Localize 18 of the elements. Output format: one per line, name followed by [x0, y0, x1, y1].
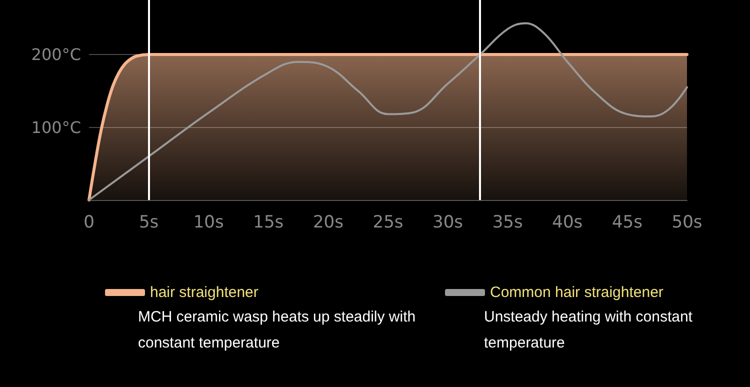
x-tick-label: 20s — [312, 212, 344, 232]
x-tick-label: 40s — [552, 212, 583, 232]
y-tick-label: 100°C — [31, 118, 81, 137]
x-tick-label: 15s — [253, 212, 284, 232]
x-tick-label: 10s — [193, 212, 224, 232]
x-tick-label: 5s — [138, 212, 159, 232]
legend-label: Common hair straightener — [490, 284, 664, 301]
y-tick-label: 200°C — [31, 45, 81, 64]
x-tick-label: 35s — [492, 212, 523, 232]
text: MCH ceramic wasp heats up steadily with constant temperature — [138, 308, 420, 352]
legend-label: hair straightener — [150, 284, 258, 301]
x-tick-label: 45s — [612, 212, 643, 232]
x-tick-label: 50s — [672, 212, 702, 232]
x-tick-label: 0 — [84, 212, 94, 232]
x-tick-label: 30s — [432, 212, 464, 232]
x-tick-label: 25s — [372, 212, 404, 232]
text: Unsteady heating with constant temperature — [484, 308, 697, 352]
line-series — [88, 22, 688, 201]
